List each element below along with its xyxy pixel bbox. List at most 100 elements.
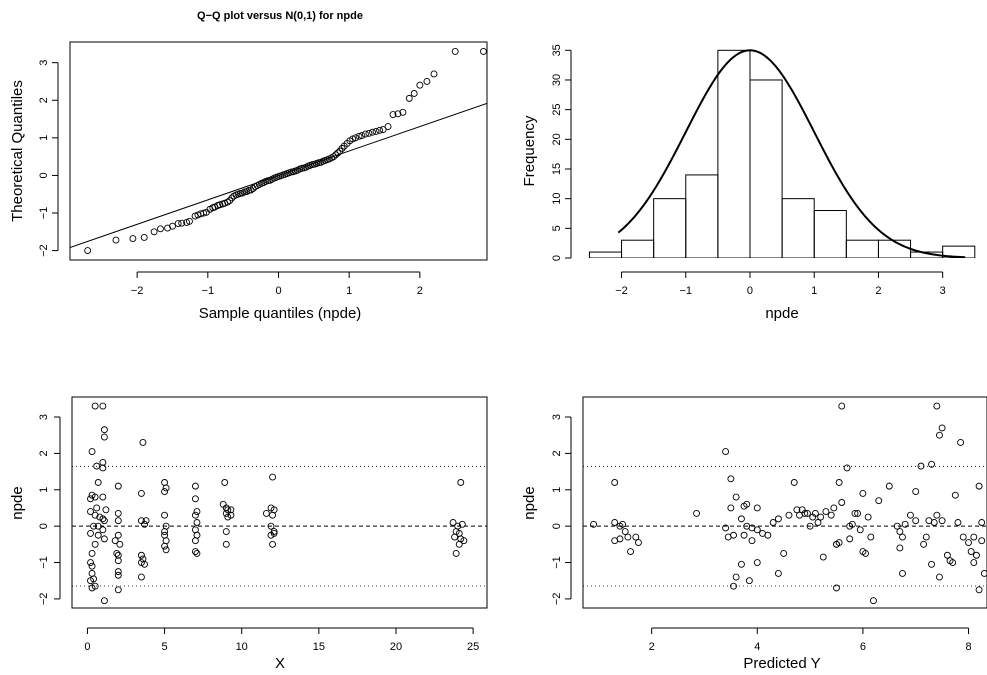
x-tick-label: 1 <box>811 285 817 297</box>
data-point <box>827 511 835 519</box>
data-point <box>972 551 980 559</box>
data-point <box>111 537 119 545</box>
data-point <box>389 111 397 118</box>
y-tick-label: −2 <box>551 593 563 606</box>
x-tick-label: 0 <box>747 285 753 297</box>
data-point <box>112 236 120 244</box>
data-point <box>769 519 777 526</box>
data-point <box>753 526 761 534</box>
x-tick-label: 10 <box>236 641 248 653</box>
data-point <box>737 515 745 523</box>
data-point <box>423 78 431 85</box>
data-point <box>740 531 748 539</box>
data-point <box>980 569 987 577</box>
data-point <box>978 537 986 545</box>
data-point <box>365 129 373 137</box>
data-point <box>162 484 170 492</box>
data-point <box>457 479 465 486</box>
data-point <box>817 513 825 521</box>
data-point <box>372 128 380 135</box>
plot-frame <box>69 41 488 261</box>
x-tick-label: −1 <box>679 285 692 297</box>
histogram-bar <box>588 251 623 258</box>
data-point <box>87 577 94 585</box>
data-point <box>854 509 862 517</box>
x-tick-label: −2 <box>615 285 628 297</box>
y-tick-label: −1 <box>551 556 563 569</box>
data-point <box>975 586 983 594</box>
data-point <box>330 153 338 161</box>
data-point <box>114 531 122 539</box>
x-tick-label: 2 <box>875 285 881 297</box>
data-point <box>399 108 407 116</box>
data-point <box>780 549 788 557</box>
y-tick-label: 0 <box>551 523 563 529</box>
data-point <box>99 493 107 501</box>
data-point <box>949 559 957 566</box>
data-point <box>161 511 169 519</box>
plot-area <box>588 49 976 258</box>
y-axis-title: npde <box>9 486 26 519</box>
data-point <box>774 515 782 523</box>
data-point <box>100 597 108 605</box>
plot-area <box>583 402 987 605</box>
data-point <box>899 569 906 577</box>
data-point <box>930 519 938 526</box>
data-point <box>193 519 201 526</box>
x-tick-label: −2 <box>131 285 144 297</box>
plot-area <box>70 47 487 255</box>
data-point <box>358 132 366 140</box>
data-point <box>191 495 199 503</box>
data-point <box>222 504 230 512</box>
npde-vs-predicted-plot: 2 4 6 8 −2 −1 0 1 2 3 Predicted Y npde <box>521 396 987 672</box>
data-point <box>830 504 838 512</box>
y-tick-label: −2 <box>38 593 50 606</box>
data-point <box>129 235 137 243</box>
data-point <box>899 533 906 541</box>
data-point <box>224 198 232 206</box>
x-tick-label: 15 <box>313 641 325 653</box>
histogram-bar <box>749 79 783 258</box>
data-point <box>88 549 96 557</box>
y-tick-label: −1 <box>38 207 50 220</box>
data-point <box>954 519 962 526</box>
chart-title: Q−Q plot versus N(0,1) for npde <box>197 10 363 22</box>
data-point <box>449 519 457 526</box>
data-point <box>806 522 814 530</box>
data-point <box>193 549 201 557</box>
data-point <box>100 433 108 441</box>
histogram-bar <box>877 239 912 258</box>
data-point <box>943 551 951 559</box>
histogram-bar <box>653 198 687 258</box>
data-point <box>137 573 145 581</box>
data-point <box>722 524 730 532</box>
data-point <box>269 473 277 481</box>
data-point <box>846 535 854 543</box>
data-point <box>959 533 967 541</box>
data-point <box>222 528 230 536</box>
data-point <box>94 531 102 539</box>
data-point <box>222 509 230 517</box>
data-point <box>455 540 463 548</box>
data-point <box>161 488 169 496</box>
data-point <box>88 584 96 592</box>
histogram-bar <box>781 198 815 258</box>
y-tick-label: 5 <box>551 225 563 231</box>
data-point <box>730 582 737 590</box>
data-point <box>814 519 822 526</box>
data-point <box>102 506 110 514</box>
data-point <box>978 519 986 526</box>
data-point <box>835 479 843 486</box>
x-tick-label: 4 <box>754 641 760 653</box>
data-point <box>99 402 107 410</box>
data-point <box>851 509 859 517</box>
data-point <box>379 126 387 134</box>
data-point <box>269 540 277 548</box>
y-axis-title: Theoretical Quantiles <box>9 80 26 222</box>
data-point <box>458 520 466 528</box>
data-point <box>616 535 624 543</box>
data-point <box>452 549 460 557</box>
x-axis-title: Predicted Y <box>743 655 820 672</box>
